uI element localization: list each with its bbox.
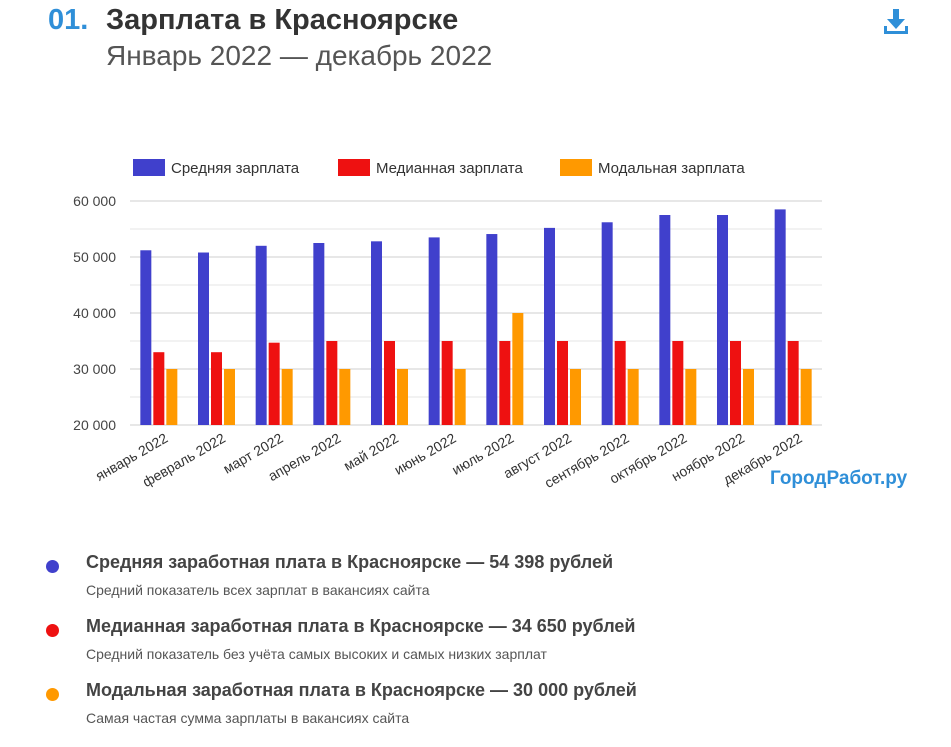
y-tick-label: 20 000: [73, 417, 116, 433]
bar: [685, 369, 697, 425]
page-subtitle: Январь 2022 — декабрь 2022: [106, 40, 493, 71]
bar: [397, 369, 408, 425]
legend-swatch: [133, 159, 165, 176]
stat-modal-title: Модальная заработная плата в Красноярске…: [86, 680, 637, 700]
y-tick-label: 60 000: [73, 193, 116, 209]
bar: [313, 243, 325, 425]
download-icon[interactable]: [882, 8, 910, 36]
y-tick-label: 30 000: [73, 361, 116, 377]
bar: [441, 341, 453, 425]
legend-swatch: [338, 159, 370, 176]
bar: [570, 369, 581, 425]
legend-label: Медианная зарплата: [376, 160, 524, 177]
bar: [787, 341, 799, 425]
bar: [281, 369, 293, 425]
bar: [730, 341, 741, 425]
legend-swatch: [560, 159, 592, 176]
bar: [326, 341, 338, 425]
y-tick-label: 50 000: [73, 249, 116, 265]
bar: [774, 209, 786, 425]
bar: [384, 341, 395, 425]
stat-median-title: Медианная заработная плата в Красноярске…: [86, 616, 636, 636]
stat-median: Медианная заработная плата в Красноярске…: [46, 616, 906, 680]
bar: [224, 369, 235, 425]
bar: [428, 237, 440, 425]
legend-label: Модальная зарплата: [598, 160, 745, 177]
y-tick-label: 40 000: [73, 305, 116, 321]
page-title: Зарплата в Красноярске: [106, 4, 459, 36]
bar: [268, 342, 280, 425]
bar: [672, 341, 684, 425]
stat-modal: Модальная заработная плата в Красноярске…: [46, 680, 906, 744]
bar: [198, 252, 209, 425]
bar: [512, 313, 524, 425]
bar: [499, 341, 511, 425]
bar: [486, 234, 498, 425]
bar: [743, 369, 754, 425]
bar: [255, 245, 267, 425]
section-number: 01.: [48, 4, 89, 36]
bar: [454, 369, 466, 425]
stat-modal-desc: Самая частая сумма зарплаты в вакансиях …: [86, 710, 410, 726]
bar: [717, 215, 728, 425]
chart-svg: 20 000 30 000 40 000 50 000 60 000 Средняя за…: [73, 159, 822, 491]
bar: [153, 352, 165, 425]
stat-median-desc: Средний показатель без учёта самых высок…: [86, 646, 547, 662]
stat-average-title: Средняя заработная плата в Красноярске —…: [86, 552, 614, 572]
bar: [211, 352, 222, 425]
bar: [140, 250, 152, 425]
modal-dot: [46, 688, 59, 701]
bar: [614, 341, 626, 425]
bar: [166, 369, 178, 425]
bar: [339, 369, 351, 425]
salary-chart: 20 000 30 000 40 000 50 000 60 000 Средняя за…: [0, 140, 951, 505]
bar: [557, 341, 568, 425]
stat-average: Средняя заработная плата в Красноярске —…: [46, 552, 906, 616]
brand-logo[interactable]: ГородРабот.ру: [770, 468, 908, 489]
x-tick-label: июнь 2022: [391, 430, 458, 478]
bar: [659, 215, 671, 425]
bar: [544, 227, 555, 425]
bar: [601, 222, 613, 425]
median-dot: [46, 624, 59, 637]
average-dot: [46, 560, 59, 573]
stats-list: Средняя заработная плата в Красноярске —…: [46, 552, 906, 744]
bar: [800, 369, 812, 425]
stat-average-desc: Средний показатель всех зарплат в ваканс…: [86, 582, 430, 598]
bar: [371, 241, 382, 425]
legend-label: Средняя зарплата: [171, 160, 300, 177]
bar: [627, 369, 639, 425]
